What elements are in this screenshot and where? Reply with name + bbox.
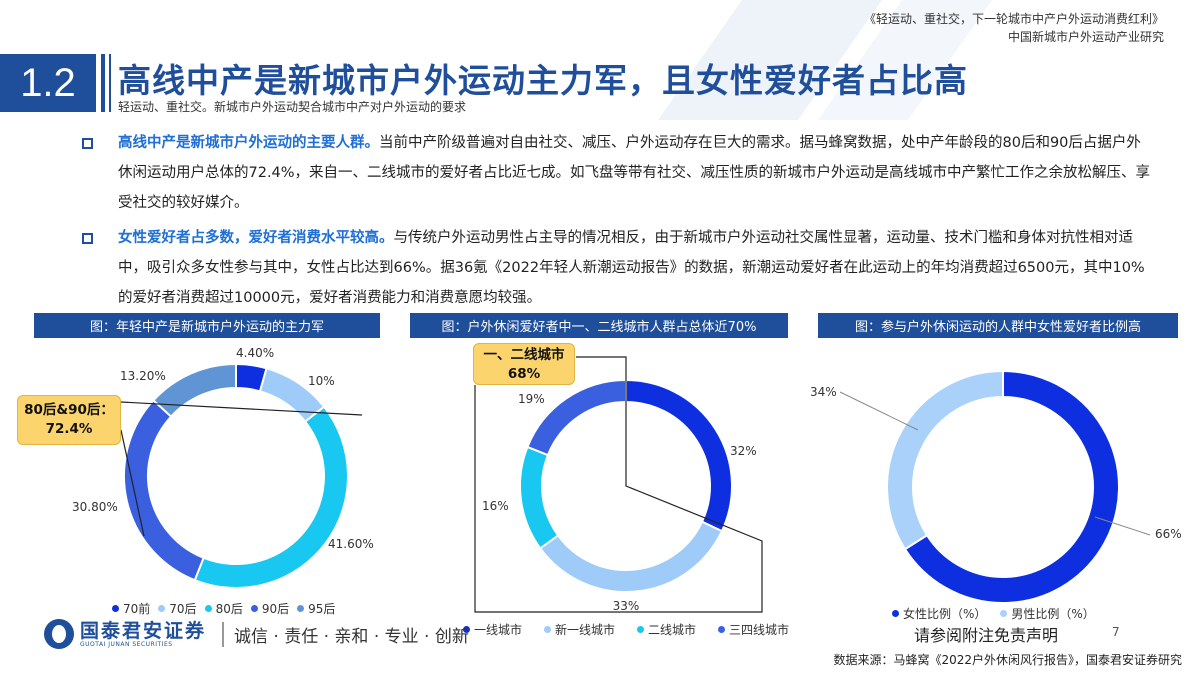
company-logo: 国泰君安证券 GUOTAI JUNAN SECURITIES bbox=[44, 619, 206, 649]
legend-label: 三四线城市 bbox=[729, 623, 790, 637]
legend-label: 女性比例（%） bbox=[903, 607, 987, 621]
legend-item: 80后 bbox=[204, 600, 243, 617]
donut-slice bbox=[123, 398, 205, 582]
bullet-highlight: 女性爱好者占多数，爱好者消费水平较高。 bbox=[118, 230, 394, 246]
logo-english-name: GUOTAI JUNAN SECURITIES bbox=[80, 640, 173, 648]
callout-bracket-line bbox=[474, 356, 763, 613]
donut-slice bbox=[193, 405, 349, 589]
city-donut-chart: 32% 33% 16% 19% bbox=[474, 356, 763, 613]
bullet-square-icon bbox=[82, 233, 93, 244]
slice-value-label: 32% bbox=[730, 444, 757, 458]
bullet-paragraph-1: 高线中产是新城市户外运动的主要人群。当前中产阶级普遍对自由社交、减压、户外运动存… bbox=[82, 128, 1152, 218]
slice-value-label: 66% bbox=[1155, 527, 1182, 541]
legend-item: 三四线城市 bbox=[718, 621, 789, 638]
chart-title-age: 图：年轻中产是新城市户外运动的主力军 bbox=[34, 313, 380, 338]
legend-item: 70后 bbox=[158, 600, 197, 617]
bullet-square-icon bbox=[82, 138, 93, 149]
legend-swatch bbox=[297, 605, 305, 612]
divider-bar bbox=[109, 54, 111, 112]
callout-value: 68% bbox=[507, 366, 541, 382]
callout-value: 72.4% bbox=[45, 421, 93, 437]
callout-label: 一、二线城市 bbox=[483, 347, 565, 363]
legend-label: 二线城市 bbox=[648, 623, 697, 637]
legend-label: 80后 bbox=[215, 602, 243, 616]
leader-line bbox=[839, 391, 919, 431]
bullet-highlight: 高线中产是新城市户外运动的主要人群。 bbox=[118, 135, 379, 151]
callout-bracket-line bbox=[120, 429, 145, 537]
logo-name: 国泰君安证券 bbox=[80, 619, 207, 642]
legend-item: 一线城市 bbox=[463, 621, 522, 638]
slice-value-label: 19% bbox=[518, 392, 545, 406]
report-reference: 《轻运动、重社交，下一轮城市中产户外运动消费红利》 中国新城市户外运动产业研究 bbox=[864, 10, 1164, 46]
legend-item: 二线城市 bbox=[637, 621, 696, 638]
donut-slice bbox=[151, 362, 237, 418]
donut-slice bbox=[625, 378, 733, 533]
legend-item: 女性比例（%） bbox=[892, 605, 986, 622]
donut-slice bbox=[538, 520, 724, 593]
city-legend: 一线城市 新一线城市 二线城市 三四线城市 bbox=[463, 621, 789, 638]
legend-label: 95后 bbox=[308, 602, 336, 616]
gender-donut-chart: 66% 34% bbox=[810, 369, 1182, 604]
legend-label: 一线城市 bbox=[474, 623, 523, 637]
slice-value-label: 34% bbox=[810, 385, 837, 399]
legend-label: 新一线城市 bbox=[555, 623, 616, 637]
legend-swatch bbox=[1000, 610, 1008, 617]
donut-slice bbox=[886, 369, 1004, 551]
gender-legend: 女性比例（%） 男性比例（%） bbox=[892, 605, 1095, 622]
legend-swatch bbox=[544, 626, 552, 633]
legend-swatch bbox=[463, 626, 470, 633]
age-callout: 80后&90后： 72.4% bbox=[17, 395, 121, 445]
legend-swatch bbox=[204, 605, 212, 612]
legend-item: 新一线城市 bbox=[544, 621, 615, 638]
legend-item: 90后 bbox=[250, 600, 290, 617]
slice-value-label: 10% bbox=[308, 374, 335, 388]
divider-bar bbox=[101, 54, 105, 112]
legend-swatch bbox=[718, 626, 726, 633]
page-subtitle: 轻运动、重社交。新城市户外运动契合城市中产对户外运动的要求 bbox=[118, 100, 467, 114]
slice-value-label: 30.80% bbox=[72, 500, 118, 514]
company-slogan: 诚信 · 责任 · 亲和 · 专业 · 创新 bbox=[222, 622, 469, 647]
logo-icon bbox=[44, 619, 74, 649]
bullet-paragraph-2: 女性爱好者占多数，爱好者消费水平较高。与传统户外运动男性占主导的情况相反，由于新… bbox=[82, 223, 1152, 313]
slice-value-label: 4.40% bbox=[236, 346, 274, 360]
disclaimer-text: 请参阅附注免责声明 bbox=[914, 626, 1059, 645]
legend-label: 男性比例（%） bbox=[1011, 607, 1095, 621]
legend-item: 70前 bbox=[112, 600, 150, 617]
legend-label: 90后 bbox=[261, 602, 290, 616]
callout-label: 80后&90后： bbox=[24, 402, 114, 418]
age-donut-chart: 4.40% 10% 41.60% 30.80% 13.20% bbox=[72, 346, 374, 589]
city-callout: 一、二线城市 68% bbox=[473, 343, 575, 385]
legend-swatch bbox=[892, 610, 899, 617]
section-number: 1.2 bbox=[0, 54, 96, 112]
legend-label: 70后 bbox=[169, 602, 197, 616]
slice-value-label: 41.60% bbox=[328, 537, 374, 551]
chart-title-city: 图：户外休闲爱好者中一、二线城市人群占总体近70% bbox=[410, 313, 788, 338]
legend-swatch bbox=[158, 605, 166, 612]
slice-value-label: 16% bbox=[482, 499, 509, 513]
legend-item: 男性比例（%） bbox=[1000, 605, 1095, 622]
report-title: 《轻运动、重社交，下一轮城市中产户外运动消费红利》 bbox=[863, 12, 1164, 26]
legend-label: 70前 bbox=[123, 602, 151, 616]
legend-swatch bbox=[112, 605, 119, 612]
age-legend: 70前 70后 80后 90后 95后 bbox=[112, 600, 335, 617]
callout-bracket-line bbox=[120, 401, 363, 416]
chart-title-gender: 图：参与户外休闲运动的人群中女性爱好者比例高 bbox=[818, 313, 1178, 338]
slice-value-label: 33% bbox=[613, 599, 640, 613]
page-number: 7 bbox=[1112, 625, 1120, 639]
data-source: 数据来源：马蜂窝《2022户外休闲风行报告》，国泰君安证券研究 bbox=[833, 653, 1182, 667]
bullet-text: 与传统户外运动男性占主导的情况相反，由于新城市户外运动社交属性显著，运动量、技术… bbox=[118, 230, 1145, 306]
donut-slice bbox=[519, 445, 560, 550]
leader-line bbox=[1094, 516, 1151, 536]
donut-slice bbox=[903, 369, 1120, 604]
page-title: 高线中产是新城市户外运动主力军，且女性爱好者占比高 bbox=[118, 61, 968, 100]
bullet-text: 当前中产阶级普遍对自由社交、减压、户外运动存在巨大的需求。据马蜂窝数据，处中产年… bbox=[118, 135, 1151, 211]
legend-swatch bbox=[250, 605, 258, 612]
legend-swatch bbox=[637, 626, 645, 633]
report-subtitle: 中国新城市户外运动产业研究 bbox=[1007, 30, 1164, 44]
legend-item: 95后 bbox=[297, 600, 335, 617]
slice-value-label: 13.20% bbox=[120, 369, 166, 383]
